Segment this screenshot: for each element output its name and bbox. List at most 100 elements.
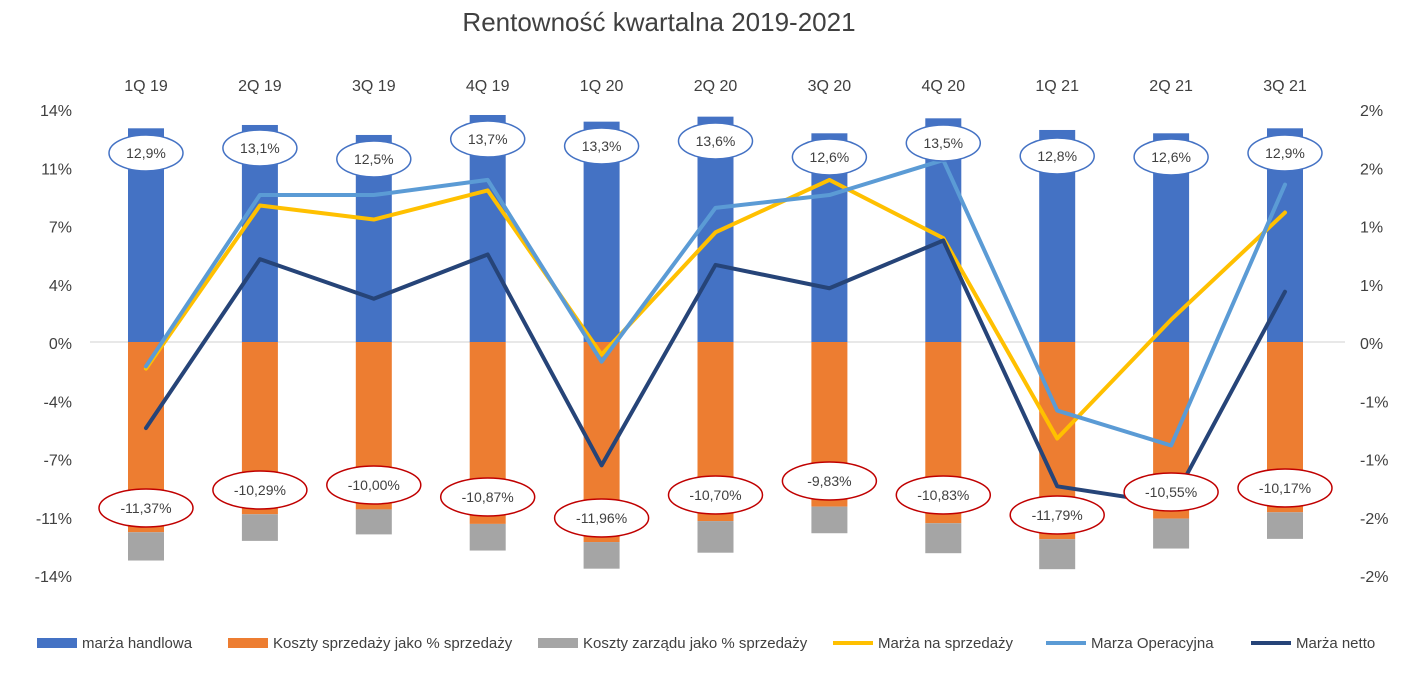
axes: 1Q 19 2Q 19 3Q 19 4Q 19 1Q 20 2Q 20 3Q 20 4Q 20… [35,78,1389,586]
right-axis-tick-label: -2% [1360,511,1388,528]
bar-koszty-zarzadu [583,542,620,569]
data-label-bubble [1237,468,1333,508]
data-label-bubble [1247,134,1323,172]
data-label-marza-handlowa: 12,5% [354,151,394,167]
right-axis-tick-label: 1% [1360,220,1383,237]
lines [144,158,1287,506]
left-axis-tick-label: -7% [44,453,72,470]
bar-koszty-zarzadu [697,521,734,553]
data-label-marza-handlowa: 12,6% [1151,149,1191,165]
bar-koszty-zarzadu [355,509,392,535]
data-label-marza-handlowa: 12,9% [126,145,166,161]
data-label-koszty-sprzedazy: -11,79% [1032,507,1083,523]
left-axis-tick-label: 7% [49,220,72,237]
line-mar-a-netto [144,238,1287,506]
category-label: 2Q 19 [238,78,282,95]
legend-label: Koszty zarządu jako % sprzedaży [583,635,808,652]
data-label-bubble [563,127,640,165]
right-axis-tick-label: -1% [1360,394,1388,411]
data-label-bubble [905,124,982,162]
right-axis-tick-label: 0% [1360,336,1383,353]
data-label-marza-handlowa: 13,6% [696,133,736,149]
data-label-marza-handlowa: 12,8% [1037,148,1077,164]
line-marza-operacyjna [144,158,1287,448]
legend-label: Marża netto [1296,635,1375,652]
data-label-koszty-sprzedazy: -10,17% [1259,480,1311,496]
legend-label: Marza Operacyjna [1091,635,1214,652]
left-axis-tick-label: 0% [49,336,72,353]
category-label: 1Q 19 [124,78,168,95]
data-label-koszty-sprzedazy: -10,29% [234,482,286,498]
data-label-koszty-sprzedazy: -10,70% [689,487,741,503]
category-label: 4Q 20 [922,78,966,95]
left-axis-tick-label: 4% [49,278,72,295]
data-label-bubble [326,465,422,505]
data-label-bubble [98,488,194,528]
legend-swatch [228,638,268,648]
data-label-koszty-sprzedazy: -10,87% [462,489,514,505]
category-label: 3Q 19 [352,78,396,95]
bar-koszty-zarzadu [1039,539,1076,570]
bar-koszty-zarzadu [811,506,848,534]
data-label-bubble [1019,137,1095,175]
left-axis-tick-label: 14% [40,103,72,120]
data-label-bubble [336,140,412,178]
right-axis-tick-label: 2% [1360,103,1383,120]
right-axis-tick-label: 2% [1360,161,1383,178]
data-label-bubble [1123,472,1219,512]
right-axis-tick-label: -2% [1360,569,1388,586]
bar-koszty-zarzadu [925,523,962,554]
data-label-bubble [212,470,308,510]
left-axis-tick-label: -11% [36,511,72,528]
data-label-marza-handlowa: 12,6% [810,149,850,165]
data-labels: 12,9% -11,37% 13,1% -10,29% 12,5% -10,00% 13,7… [98,120,1333,538]
category-label: 3Q 21 [1263,78,1307,95]
legend-swatch [538,638,578,648]
data-label-bubble [439,477,536,517]
bar-koszty-zarzadu [469,523,506,551]
data-label-bubble [677,122,754,160]
left-axis-tick-label: 11% [41,161,72,178]
left-axis-tick-label: -14% [35,569,72,586]
data-label-koszty-sprzedazy: -10,55% [1145,484,1197,500]
data-label-bubble [449,120,526,158]
category-label: 1Q 20 [580,78,624,95]
data-label-bubble [222,129,298,167]
category-label: 2Q 21 [1149,78,1193,95]
data-label-koszty-sprzedazy: -9,83% [807,473,851,489]
chart-title: Rentowność kwartalna 2019-2021 [462,7,855,37]
data-label-bubble [895,475,992,515]
left-axis-tick-label: -4% [44,394,72,411]
category-label: 2Q 20 [694,78,738,95]
right-axis-tick-label: -1% [1360,453,1388,470]
data-label-marza-handlowa: 13,3% [582,138,622,154]
right-axis-tick-label: 1% [1360,278,1383,295]
data-label-bubble [553,498,650,538]
data-label-marza-handlowa: 13,5% [923,135,963,151]
data-label-marza-handlowa: 13,7% [468,131,508,147]
legend-label: marża handlowa [82,635,193,652]
data-label-bubble [108,134,184,172]
data-label-bubble [791,138,868,176]
category-label: 4Q 19 [466,78,510,95]
data-label-koszty-sprzedazy: -11,37% [120,500,171,516]
category-label: 3Q 20 [808,78,852,95]
data-label-marza-handlowa: 12,9% [1265,145,1305,161]
data-label-bubble [1133,138,1209,176]
data-label-bubble [1009,495,1105,535]
data-label-bubble [781,461,878,501]
bar-koszty-zarzadu [1267,512,1303,539]
bar-koszty-zarzadu [241,514,278,541]
data-label-koszty-sprzedazy: -10,83% [917,487,969,503]
line-mar-a-na-sprzeda-y [144,177,1287,441]
data-label-bubble [667,475,764,515]
data-label-koszty-sprzedazy: -11,96% [576,510,627,526]
bar-koszty-zarzadu [1153,518,1190,549]
legend-swatch [37,638,77,648]
data-label-koszty-sprzedazy: -10,00% [348,477,400,493]
data-label-marza-handlowa: 13,1% [240,140,280,156]
legend-label: Marża na sprzedaży [878,635,1014,652]
bar-koszty-zarzadu [128,532,164,561]
legend: marża handlowa Koszty sprzedaży jako % sp… [37,635,1375,652]
